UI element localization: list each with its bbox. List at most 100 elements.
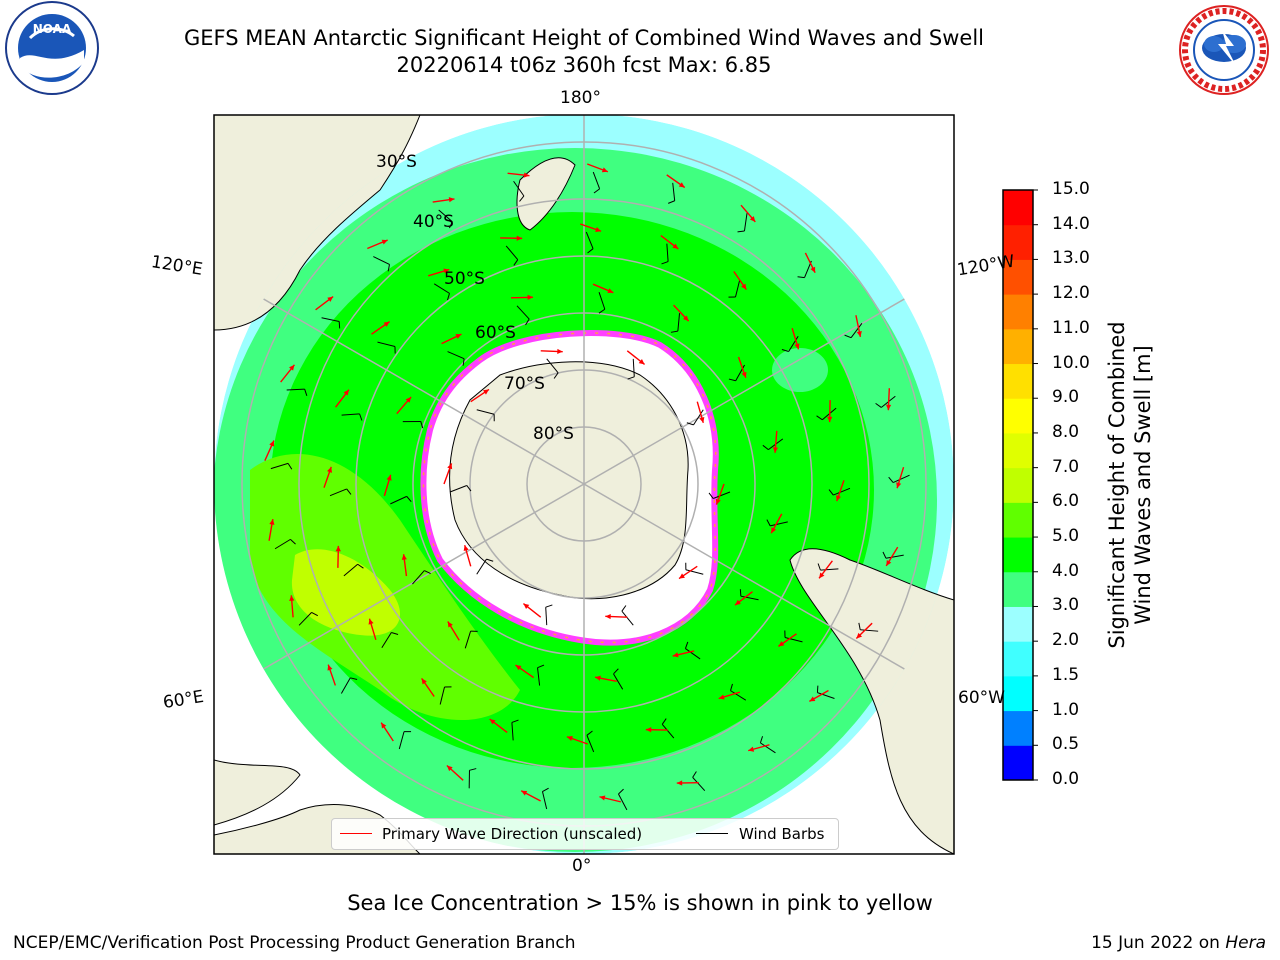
wave-arrowhead [676,780,683,786]
wind-barb-flag [448,221,453,229]
wave-arrowhead [463,545,469,552]
legend-arrow-swatch [340,833,372,834]
wind-barb-flag [708,492,714,499]
wind-barb [621,610,634,626]
lat-label-70s: 70°S [504,374,545,394]
colorbar-tick-label: 15.0 [1052,179,1090,199]
colorbar-swatch [1003,259,1033,295]
wave-band-6-7m [291,549,400,636]
wave-arrowhead [489,719,496,725]
wind-barb [537,667,541,686]
colorbar-title-line2: Wind Waves and Swell [m] [1131,345,1155,625]
wind-barb [381,632,392,649]
colorbar-tick-label: 8.0 [1052,421,1080,442]
wind-barb-flag [525,318,530,326]
wind-barb-flag [888,476,894,483]
wave-arrowhead [516,235,523,241]
wave-arrowhead [896,482,902,489]
wind-barb-flag [447,293,450,301]
wind-barb-flag [545,604,553,608]
wind-barb [820,568,839,571]
wind-barb-flag [692,771,697,778]
wave-arrowhead [595,675,601,681]
wind-barb [447,351,465,360]
wave-arrowhead [794,343,800,350]
footer-date: 15 Jun 2022 on Hera [1091,933,1266,953]
colorbar-tick-label: 6.0 [1052,491,1080,512]
wind-barb [685,648,701,660]
wind-barb [760,742,776,754]
wind-barb [632,358,635,377]
wind-barb [329,488,347,497]
meridian [583,483,954,745]
wind-barb [546,358,559,374]
wave-arrowhead [381,722,387,729]
colorbar-tick-label: 4.0 [1052,560,1080,581]
wind-barb-flag [359,413,363,421]
lat-label-30s: 30°S [376,152,417,172]
wave-arrowhead [401,554,407,560]
wind-barb-flag [387,264,390,272]
footer-date-text: 15 Jun 2022 on [1091,933,1226,953]
wind-barb-flag [513,259,519,266]
wind-barb [713,491,731,499]
wind-barb-flag [287,463,293,470]
colorbar-tick-label: 1.0 [1052,699,1080,720]
wave-arrowhead [601,167,608,173]
wind-barb [585,231,594,249]
wind-barb-flag [686,422,694,426]
wave-arrowhead [515,665,522,671]
legend-barb-swatch [696,833,728,834]
wave-arrowhead [448,197,455,203]
colorbar-swatch [1003,571,1033,607]
wind-barb [770,521,788,527]
wind-barb [743,213,748,232]
wave-arrowhead [381,239,388,245]
colorbar-tick-label: 0.5 [1052,734,1080,755]
wind-barb-flag [759,736,764,744]
wave-arrowhead [715,498,721,505]
legend-wave-direction: Primary Wave Direction (unscaled) [382,825,643,843]
wave-arrowhead [443,268,450,274]
lat-label-80s: 80°S [533,424,574,444]
lat-label-50s: 50°S [444,269,485,289]
wave-arrowhead [405,396,412,403]
wind-barb-flag [511,719,519,723]
sea-ice-orange [422,332,717,644]
lat-label-40s: 40°S [413,212,454,232]
wave-arrowhead [447,463,453,470]
colorbar-swatch [1003,502,1033,538]
wave-spot-north [772,348,828,392]
wind-barb [740,595,759,601]
wave-arrowhead [741,283,747,290]
colorbar-swatch [1003,224,1033,260]
wind-barb [513,180,525,197]
wind-barb-flag [817,563,821,571]
colorbar-swatch [1003,641,1033,677]
wave-arrowhead [595,227,602,232]
wind-barb [274,538,291,550]
caption: Sea Ice Concentration > 15% is shown in … [347,891,933,915]
wind-barb [586,735,595,753]
wind-barb-flag [587,248,594,254]
wind-barb [833,487,851,496]
colorbar-tick-label: 3.0 [1052,595,1080,616]
wave-arrowhead [447,621,453,628]
wave-arrowhead [645,727,652,733]
meridian [214,223,585,485]
wave-arrowhead [289,364,295,371]
wind-barb-flag [469,768,477,771]
wave-arrowhead [557,348,563,355]
wave-arrowhead [718,694,725,700]
wind-barb [672,182,676,201]
wind-barb-flag [542,787,549,792]
colorbar-swatch [1003,467,1033,503]
wind-barb-flag [766,519,771,527]
wind-barb-flag [586,730,593,736]
map-frame [213,114,955,855]
wind-barb-flag [670,330,678,333]
wind-barb [439,686,445,705]
wave-arrowhead [856,632,863,639]
wind-barb [505,245,519,260]
